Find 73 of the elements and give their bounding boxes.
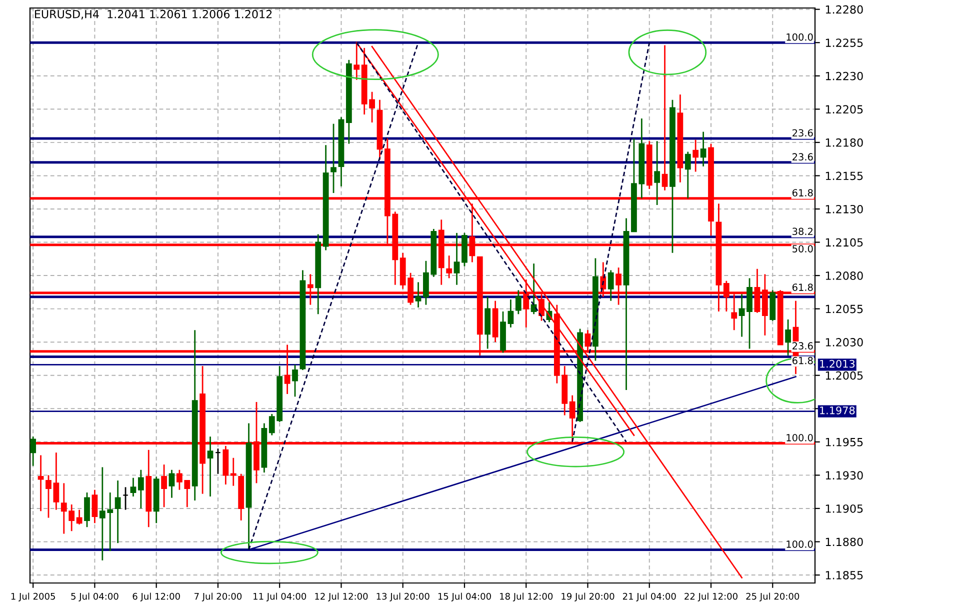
candlestick [76, 509, 82, 526]
annotation: 38.2 [792, 228, 812, 236]
candlestick [161, 464, 167, 508]
candlestick [700, 131, 706, 168]
y-tick-label: 1.1955 [826, 438, 863, 446]
x-tick-label: 12 Jul 12:00 [315, 592, 368, 602]
candlestick [230, 457, 236, 487]
y-tick-label: 1.2230 [826, 72, 863, 80]
annotation: 23.6 [792, 342, 813, 350]
annotation: 50.0 [792, 245, 813, 252]
y-tick-label: 1.2105 [826, 238, 863, 247]
candlestick [508, 298, 514, 328]
annotation: 100.0 [786, 540, 813, 548]
y-tick-label: 1.2180 [826, 138, 863, 147]
candlestick [530, 262, 537, 315]
candlestick [330, 123, 336, 194]
candlestick [654, 140, 660, 206]
y-tick-label: 1.2130 [826, 204, 863, 214]
x-tick-label: 15 Jul 04:00 [438, 592, 491, 602]
annotation: 61.8 [792, 356, 813, 364]
x-tick-label: 6 Jul 12:00 [132, 592, 180, 602]
y-tick-label: 1.2080 [826, 272, 863, 280]
candlestick [662, 44, 668, 192]
x-tick-label: 13 Jul 20:00 [376, 592, 430, 602]
x-tick-label: 21 Jul 04:00 [622, 592, 676, 602]
candlestick [92, 489, 98, 524]
y-tick-label: 1.2155 [826, 172, 863, 180]
x-tick-label: 11 Jul 04:00 [254, 592, 306, 602]
x-tick-label: 1 Jul 2005 [11, 592, 55, 602]
y-tick-label: 1.1855 [826, 570, 863, 580]
y-tick-label: 1.2055 [826, 304, 863, 314]
chart-title: EURUSD,H4 1.2041 1.2061 1.2006 1.2012 [35, 10, 272, 20]
x-tick-label: 22 Jul 12:00 [684, 592, 738, 602]
y-tick-label: 1.2030 [826, 338, 863, 346]
candlestick [515, 289, 522, 315]
y-tick-label: 1.2280 [826, 5, 863, 14]
annotation: 61.8 [792, 284, 813, 291]
x-tick-label: 19 Jul 20:00 [562, 592, 614, 602]
annotation: 100.0 [786, 434, 813, 442]
y-tick-label: 1.1880 [826, 538, 863, 546]
candlestick [692, 139, 699, 172]
candlestick [446, 254, 452, 279]
candlestick [415, 281, 422, 308]
candlestick [84, 492, 90, 528]
x-tick-label: 7 Jul 20:00 [194, 592, 242, 602]
annotation: 100.0 [786, 33, 813, 41]
candlestick [168, 469, 175, 499]
candlestick [608, 270, 614, 302]
candlestick [684, 151, 691, 200]
candlestick [292, 364, 298, 398]
annotation: 23.6 [792, 129, 813, 137]
candlestick [454, 232, 460, 286]
y-tick-label: 1.1930 [826, 471, 863, 480]
candlestick [114, 480, 121, 544]
y-tick-label: 1.2005 [826, 371, 863, 380]
x-tick-label: 18 Jul 12:00 [500, 592, 553, 602]
candlestick [207, 436, 214, 498]
x-tick-label: 25 Jul 20:00 [746, 592, 800, 602]
y-tick-label: 1.2255 [826, 38, 863, 47]
ref-line-label: 1.2013 [820, 360, 855, 368]
candlestick [30, 436, 36, 467]
y-tick-label: 1.1905 [826, 504, 863, 513]
ref-line-label: 1.1978 [820, 406, 855, 414]
x-tick-label: 5 Jul 04:00 [71, 592, 118, 602]
annotation: 23.6 [792, 153, 813, 161]
annotation: 61.8 [792, 189, 813, 196]
candlestick [138, 469, 144, 510]
candlestick [122, 486, 128, 510]
candlestick [215, 448, 221, 475]
candlestick [785, 318, 791, 356]
y-tick-label: 1.2205 [826, 105, 863, 114]
candlestick [130, 477, 136, 498]
candlestick [38, 454, 44, 512]
